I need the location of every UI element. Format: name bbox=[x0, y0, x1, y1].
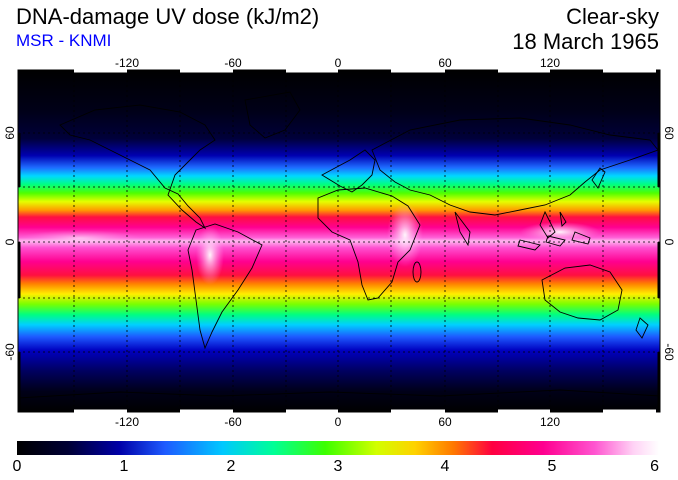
asia-coast bbox=[371, 117, 659, 216]
colorbar-label: 4 bbox=[440, 458, 450, 475]
map-title: DNA-damage UV dose (kJ/m2) bbox=[16, 4, 320, 29]
lon-tick-label-top: -60 bbox=[224, 56, 242, 70]
indochina-coast bbox=[539, 210, 556, 239]
lon-tick-label-bottom: -120 bbox=[114, 415, 140, 429]
colorbar-label: 3 bbox=[333, 458, 343, 475]
hotspot-indonesia bbox=[520, 222, 600, 242]
colorbar-label: 6 bbox=[650, 458, 659, 475]
lon-tick-label-top: -120 bbox=[114, 56, 140, 70]
map-frame bbox=[17, 69, 661, 413]
lon-tick-label-top: 120 bbox=[539, 56, 561, 70]
colorbar-label: 2 bbox=[226, 458, 236, 475]
lon-tick-label-bottom: 120 bbox=[539, 415, 561, 429]
date-label: 18 March 1965 bbox=[512, 29, 659, 54]
hotspot-pacific bbox=[20, 230, 140, 246]
australia-coast bbox=[541, 264, 623, 321]
madagascar-coast bbox=[412, 261, 422, 283]
antarctica-coast bbox=[17, 389, 661, 399]
south-america-coast bbox=[187, 223, 263, 350]
lon-tick-label-bottom: 60 bbox=[438, 415, 452, 429]
colorbar-label: 0 bbox=[12, 458, 22, 475]
institution-label: MSR - KNMI bbox=[16, 31, 112, 50]
hotspot-south-america bbox=[196, 225, 224, 285]
indonesia-coast bbox=[517, 211, 591, 251]
lon-tick-label-top: 60 bbox=[438, 56, 452, 70]
hotspot-africa bbox=[387, 203, 423, 267]
coastlines bbox=[17, 91, 661, 399]
colorbar-label: 1 bbox=[119, 458, 129, 475]
lon-tick-label-bottom: 0 bbox=[334, 415, 342, 429]
colorbar-label: 5 bbox=[547, 458, 557, 475]
colorbar bbox=[17, 441, 659, 455]
india-coast bbox=[454, 211, 471, 247]
sky-condition-label: Clear-sky bbox=[566, 4, 659, 29]
frame-tick-segments bbox=[74, 69, 656, 413]
lon-tick-label-top: 0 bbox=[334, 56, 342, 70]
graticule bbox=[18, 70, 660, 412]
greenland-coast bbox=[244, 91, 301, 139]
japan-coast bbox=[591, 167, 606, 189]
frame-side-ticks bbox=[17, 133, 661, 411]
new-zealand-coast bbox=[635, 317, 649, 339]
africa-coast bbox=[317, 187, 421, 301]
north-america-coast bbox=[59, 104, 216, 230]
lon-tick-label-bottom: -60 bbox=[224, 415, 242, 429]
